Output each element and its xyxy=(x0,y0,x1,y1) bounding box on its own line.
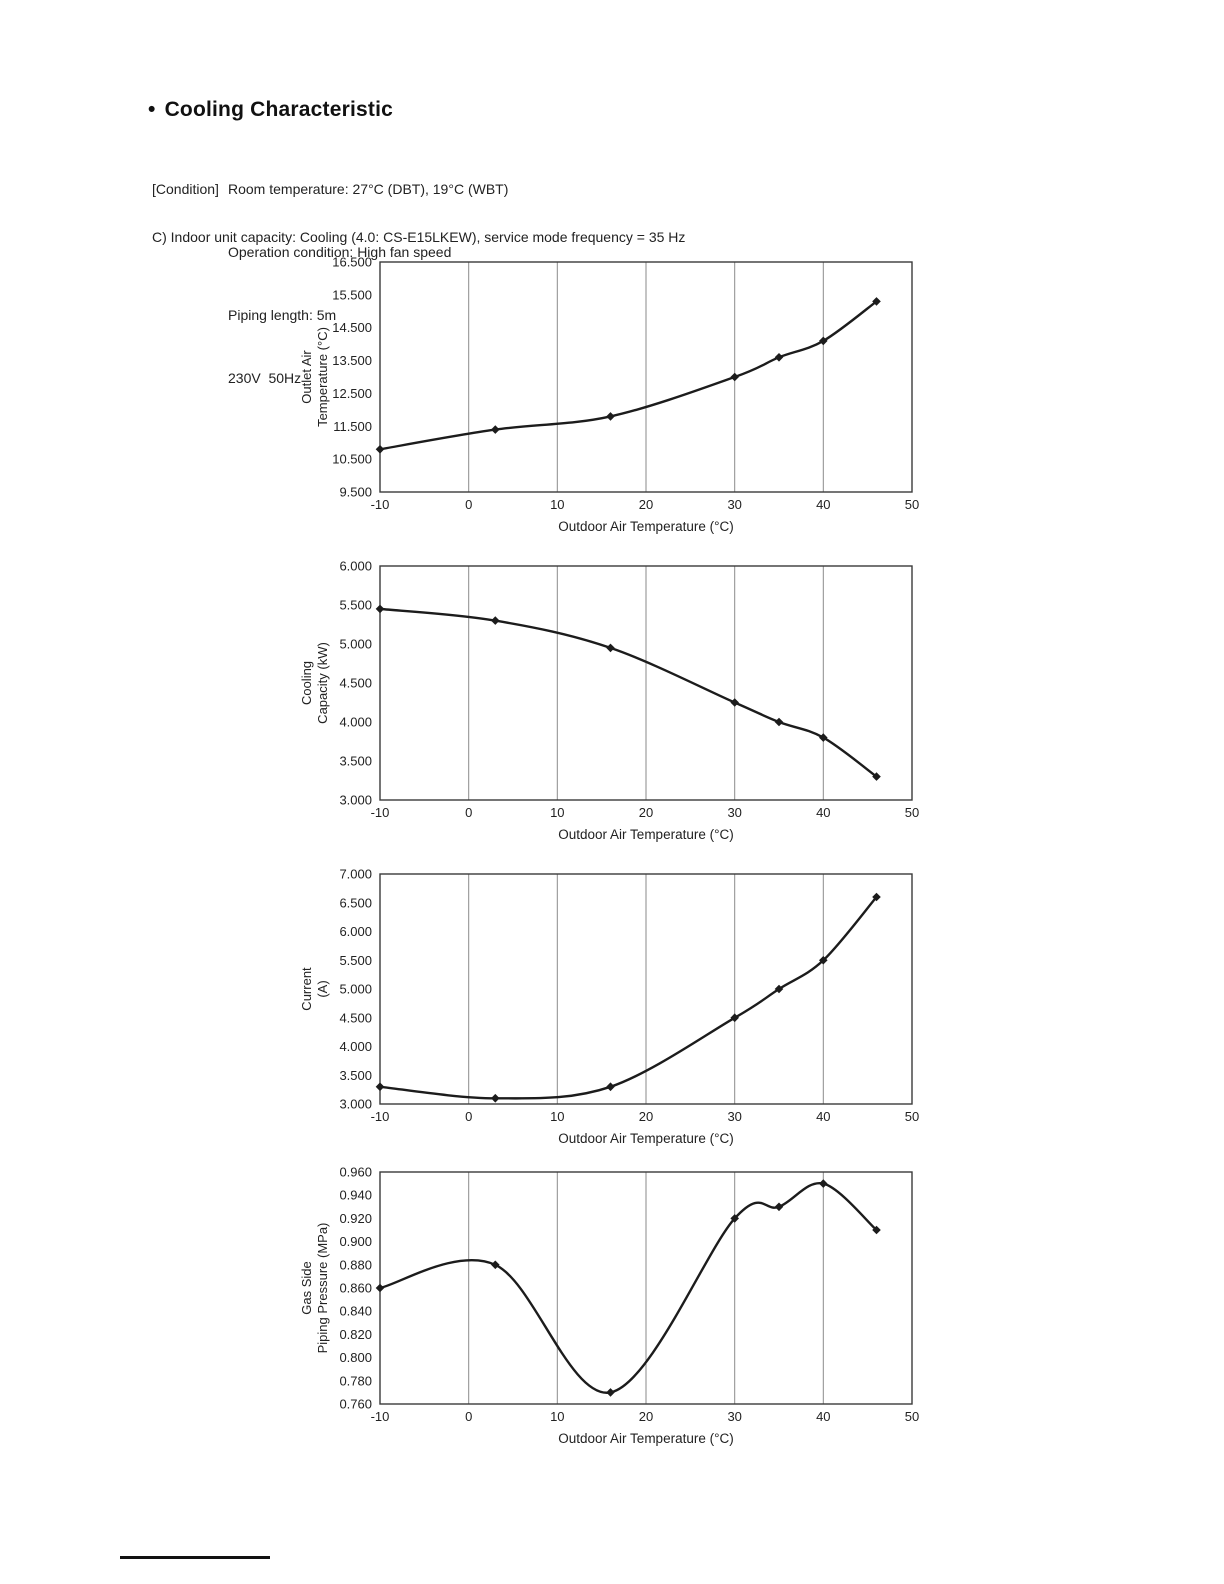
svg-text:16.500: 16.500 xyxy=(332,255,372,270)
chart-cooling-capacity: Cooling Capacity (kW) 6.000 5.500 5.000 4.50… xyxy=(284,559,926,850)
section-heading: C) Indoor unit capacity: Cooling (4.0: C… xyxy=(152,229,686,245)
svg-text:4.500: 4.500 xyxy=(339,676,372,691)
svg-text:40: 40 xyxy=(816,497,830,512)
svg-text:0: 0 xyxy=(465,805,472,820)
svg-text:3.000: 3.000 xyxy=(339,1097,372,1112)
y-axis-label: Current (A) xyxy=(299,967,330,1011)
plot-area: 7.000 6.500 6.000 5.500 5.000 4.500 4.000 3.500… xyxy=(339,867,919,1147)
svg-text:10: 10 xyxy=(550,1409,564,1424)
condition-line: [Condition] Room temperature: 27°C (DBT),… xyxy=(152,179,508,200)
svg-text:5.500: 5.500 xyxy=(339,598,372,613)
svg-text:0.820: 0.820 xyxy=(339,1327,372,1342)
svg-text:50: 50 xyxy=(905,1409,919,1424)
page-title-text: Cooling Characteristic xyxy=(164,98,394,121)
svg-text:3.000: 3.000 xyxy=(339,793,372,808)
svg-text:0.780: 0.780 xyxy=(339,1373,372,1388)
svg-text:-10: -10 xyxy=(371,805,390,820)
svg-text:5.000: 5.000 xyxy=(339,637,372,652)
svg-text:20: 20 xyxy=(639,805,653,820)
condition-line: 230V 50Hz xyxy=(228,370,302,386)
svg-text:5.000: 5.000 xyxy=(339,982,372,997)
plot-area: 6.000 5.500 5.000 4.500 4.000 3.500 3.000-10 0 1… xyxy=(339,559,919,843)
svg-text:7.000: 7.000 xyxy=(339,867,372,882)
svg-text:6.000: 6.000 xyxy=(339,559,372,574)
svg-text:0.840: 0.840 xyxy=(339,1304,372,1319)
svg-text:10: 10 xyxy=(550,805,564,820)
svg-text:4.500: 4.500 xyxy=(339,1010,372,1025)
chart-current: Current (A) 7.000 6.500 6.000 5.500 5.000 4.50… xyxy=(284,867,926,1154)
svg-text:40: 40 xyxy=(816,1409,830,1424)
y-axis-label: Cooling Capacity (kW) xyxy=(299,642,330,724)
svg-text:11.500: 11.500 xyxy=(333,419,372,434)
svg-text:0.860: 0.860 xyxy=(339,1281,372,1296)
svg-text:0.900: 0.900 xyxy=(339,1234,372,1249)
svg-text:-10: -10 xyxy=(371,1409,390,1424)
svg-text:0: 0 xyxy=(465,1109,472,1124)
y-axis-label: Gas Side Piping Pressure (MPa) xyxy=(299,1222,330,1354)
svg-text:6.000: 6.000 xyxy=(339,924,372,939)
svg-text:20: 20 xyxy=(639,497,653,512)
svg-text:Outdoor Air Temperature (°C): Outdoor Air Temperature (°C) xyxy=(558,1431,733,1446)
svg-text:10: 10 xyxy=(550,1109,564,1124)
svg-text:Outdoor Air Temperature (°C): Outdoor Air Temperature (°C) xyxy=(558,519,733,534)
svg-text:0.960: 0.960 xyxy=(339,1165,372,1180)
svg-text:20: 20 xyxy=(639,1109,653,1124)
plot-area: 16.500 15.500 14.500 13.500 12.500 11.500 10.5… xyxy=(332,255,919,535)
svg-text:40: 40 xyxy=(816,1109,830,1124)
svg-text:Outdoor Air Temperature (°C): Outdoor Air Temperature (°C) xyxy=(558,1131,733,1146)
svg-text:30: 30 xyxy=(727,497,741,512)
condition-line: Piping length: 5m xyxy=(228,307,337,323)
svg-text:0.920: 0.920 xyxy=(339,1211,372,1226)
svg-text:30: 30 xyxy=(727,1109,741,1124)
svg-text:-10: -10 xyxy=(371,1109,390,1124)
title-bullet: • xyxy=(148,98,156,121)
svg-text:0: 0 xyxy=(465,497,472,512)
svg-text:9.500: 9.500 xyxy=(339,485,372,500)
y-axis-label: Outlet Air Temperature (°C) xyxy=(299,327,330,427)
svg-text:12.500: 12.500 xyxy=(332,386,372,401)
svg-text:10: 10 xyxy=(550,497,564,512)
condition-text: Room temperature: 27°C (DBT), 19°C (WBT) xyxy=(228,181,509,197)
condition-line: Operation condition: High fan speed xyxy=(228,244,452,260)
svg-text:6.500: 6.500 xyxy=(339,895,372,910)
svg-text:Outdoor Air Temperature (°C): Outdoor Air Temperature (°C) xyxy=(558,827,733,842)
svg-text:0.940: 0.940 xyxy=(339,1188,372,1203)
svg-text:3.500: 3.500 xyxy=(339,1068,372,1083)
condition-block: [Condition] Room temperature: 27°C (DBT),… xyxy=(152,137,508,431)
page-title: • Cooling Characteristic xyxy=(148,98,393,122)
svg-text:0: 0 xyxy=(465,1409,472,1424)
footer-rule xyxy=(120,1556,270,1559)
svg-text:15.500: 15.500 xyxy=(332,287,372,302)
svg-text:5.500: 5.500 xyxy=(339,953,372,968)
svg-text:30: 30 xyxy=(727,805,741,820)
svg-text:-10: -10 xyxy=(371,497,390,512)
svg-text:20: 20 xyxy=(639,1409,653,1424)
svg-text:3.500: 3.500 xyxy=(339,754,372,769)
svg-text:30: 30 xyxy=(727,1409,741,1424)
svg-text:13.500: 13.500 xyxy=(332,353,372,368)
svg-text:4.000: 4.000 xyxy=(339,1039,372,1054)
svg-text:0.760: 0.760 xyxy=(339,1397,372,1412)
svg-text:50: 50 xyxy=(905,497,919,512)
svg-text:0.800: 0.800 xyxy=(339,1350,372,1365)
svg-text:4.000: 4.000 xyxy=(339,715,372,730)
svg-text:0.880: 0.880 xyxy=(339,1257,372,1272)
condition-prefix: [Condition] xyxy=(152,181,219,197)
chart-outlet-air-temperature: Outlet Air Temperature (°C) 16.500 15.500 1… xyxy=(284,255,926,542)
svg-text:50: 50 xyxy=(905,805,919,820)
svg-text:10.500: 10.500 xyxy=(332,452,372,467)
svg-text:50: 50 xyxy=(905,1109,919,1124)
chart-gas-side-piping-pressure: Gas Side Piping Pressure (MPa) 0.960 0.940… xyxy=(284,1165,926,1454)
svg-text:14.500: 14.500 xyxy=(332,320,372,335)
svg-text:40: 40 xyxy=(816,805,830,820)
plot-area: 0.960 0.940 0.920 0.900 0.880 0.860 0.840 0.820… xyxy=(339,1165,919,1447)
